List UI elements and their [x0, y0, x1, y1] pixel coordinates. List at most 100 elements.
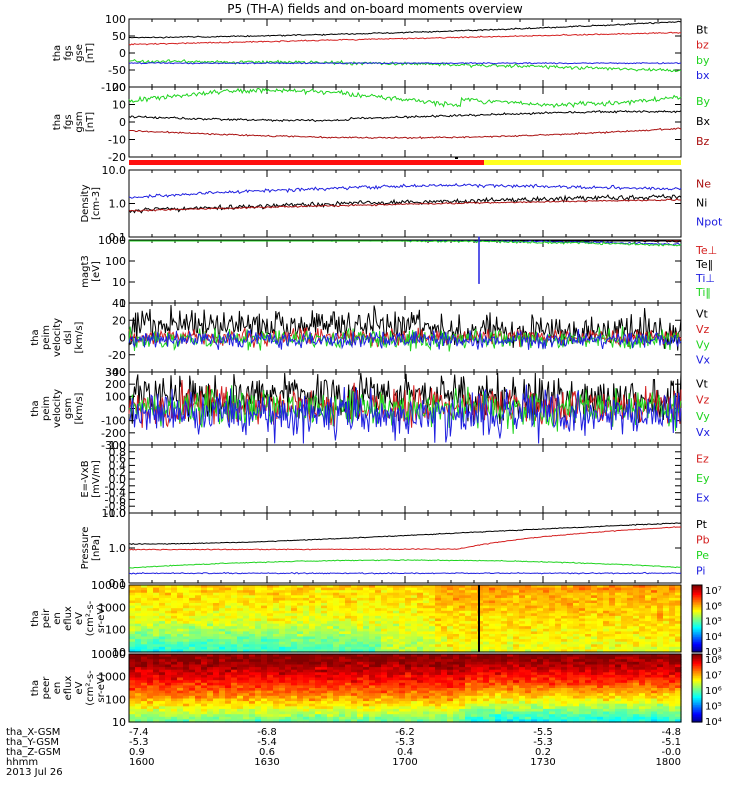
colorbar-label: 10⁷	[705, 671, 722, 682]
ytick-label: 20	[112, 314, 126, 327]
series-Pi	[128, 571, 682, 575]
legend-Pb: Pb	[696, 533, 710, 546]
ylabel: tha	[52, 114, 63, 130]
legend-Bt: Bt	[696, 24, 709, 37]
ephemeris-label: hhmm	[6, 757, 38, 768]
legend-by: by	[696, 54, 710, 67]
ylabel: peer	[41, 676, 52, 700]
ytick-label: -200	[101, 427, 126, 440]
legend-Ex: Ex	[696, 491, 710, 504]
ytick-label: 100	[105, 624, 126, 637]
ytick-label: 0.0	[109, 473, 127, 486]
ytick-label: -100	[101, 81, 126, 94]
ytick-label: 40	[112, 297, 126, 310]
ylabel: [nT]	[85, 112, 96, 132]
ephemeris-value: 0.6	[259, 747, 275, 758]
series-By	[128, 87, 682, 109]
ytick-label: 1.0	[109, 542, 127, 555]
legend-Pe: Pe	[696, 549, 709, 562]
ylabel: tha	[52, 45, 63, 61]
ephemeris-value: 1700	[392, 757, 417, 768]
ytick-label: 10.0	[102, 164, 127, 177]
ytick-label: 0.2	[109, 466, 127, 479]
ylabel: en	[52, 682, 63, 695]
colorbar-label: 10⁶	[705, 601, 722, 612]
series-Ni	[128, 193, 682, 214]
ytick-label: 0	[119, 116, 126, 129]
legend-Vx: Vx	[696, 426, 711, 439]
ytick-label: 10	[112, 99, 126, 112]
ephemeris-value: -6.2	[395, 727, 415, 738]
ylabel: Density	[80, 184, 91, 222]
ylabel: dsl	[63, 330, 74, 344]
ephemeris-label: tha_Z-GSM	[6, 747, 61, 758]
colorbar-label: 10⁵	[705, 702, 722, 713]
ytick-label: 200	[105, 378, 126, 391]
ephemeris-value: -5.3	[533, 737, 553, 748]
ytick-label: 0.6	[109, 453, 127, 466]
spectrogram-ion_spec	[129, 585, 682, 653]
legend-Vt: Vt	[696, 308, 709, 321]
legend-Bx: Bx	[696, 115, 711, 128]
colorbar-label: 10⁸	[705, 655, 722, 666]
ytick-label: 10	[112, 276, 126, 289]
colorbar-elec_spec	[691, 653, 703, 723]
ephemeris-label: tha_X-GSM	[6, 727, 60, 738]
ytick-label: 10000	[91, 579, 126, 592]
ytick-label: 10.0	[102, 507, 127, 520]
ylabel: tha	[30, 680, 41, 696]
series-Ti-para	[129, 240, 682, 247]
legend-bx: bx	[696, 69, 710, 82]
ylabel: (cm²-s-	[85, 670, 96, 706]
series-by	[129, 58, 682, 73]
ylabel: eV	[74, 612, 85, 625]
ytick-label: -0.6	[105, 493, 126, 506]
legend-Ti‖: Ti‖	[695, 286, 711, 299]
panel-frame-efield	[128, 444, 682, 514]
ephemeris-value: 1730	[530, 757, 555, 768]
ytick-label: 0	[119, 47, 126, 60]
ylabel: peir	[41, 608, 52, 628]
legend-Vz: Vz	[696, 323, 710, 336]
ylabel: [km/s]	[74, 321, 85, 353]
ephemeris-value: 0.2	[535, 747, 551, 758]
legend-Vz: Vz	[696, 394, 710, 407]
ytick-label: 1.0	[109, 198, 127, 211]
panel-frame-density	[128, 169, 682, 238]
ylabel: sr-eV)	[96, 673, 107, 702]
series-Pt	[128, 522, 682, 545]
ephemeris-value: -5.3	[129, 737, 149, 748]
ylabel: [km/s]	[74, 392, 85, 424]
ephemeris-value: -0.0	[661, 747, 681, 758]
series-Vy	[128, 326, 682, 352]
legend-Ez: Ez	[696, 453, 709, 466]
legend-Npot: Npot	[696, 216, 723, 229]
panel-frame-fgs_gse	[128, 18, 682, 88]
ylabel: tha	[30, 329, 41, 345]
legend-Ti⊥: Ti⊥	[695, 272, 715, 285]
ylabel: eflux	[63, 606, 74, 631]
ytick-label: 10	[112, 716, 126, 729]
spectrogram-elec_spec	[129, 654, 682, 723]
colorbar-label: 10⁵	[705, 617, 722, 628]
panel-frame-temperature	[128, 239, 682, 304]
plot-title: P5 (TH-A) fields and on-board moments ov…	[227, 2, 523, 16]
ephemeris-value: -6.8	[257, 727, 277, 738]
legend-Vx: Vx	[696, 354, 711, 367]
ylabel: gsm	[63, 398, 74, 419]
ytick-label: 50	[112, 30, 126, 43]
ylabel: Pressure	[80, 527, 91, 570]
ephemeris-value: -4.8	[661, 727, 681, 738]
ephemeris-label: tha_Y-GSM	[6, 737, 59, 748]
series-Ne	[128, 198, 682, 212]
legend-By: By	[696, 95, 711, 108]
legend-Vt: Vt	[696, 377, 709, 390]
colorbar-label: 10³	[705, 647, 722, 658]
legend-Bz: Bz	[696, 135, 710, 148]
colorbar-label: 10⁴	[705, 632, 722, 643]
ylabel: peim	[41, 396, 52, 421]
spectro-frame	[128, 653, 682, 723]
ephemeris-value: -5.1	[661, 737, 681, 748]
